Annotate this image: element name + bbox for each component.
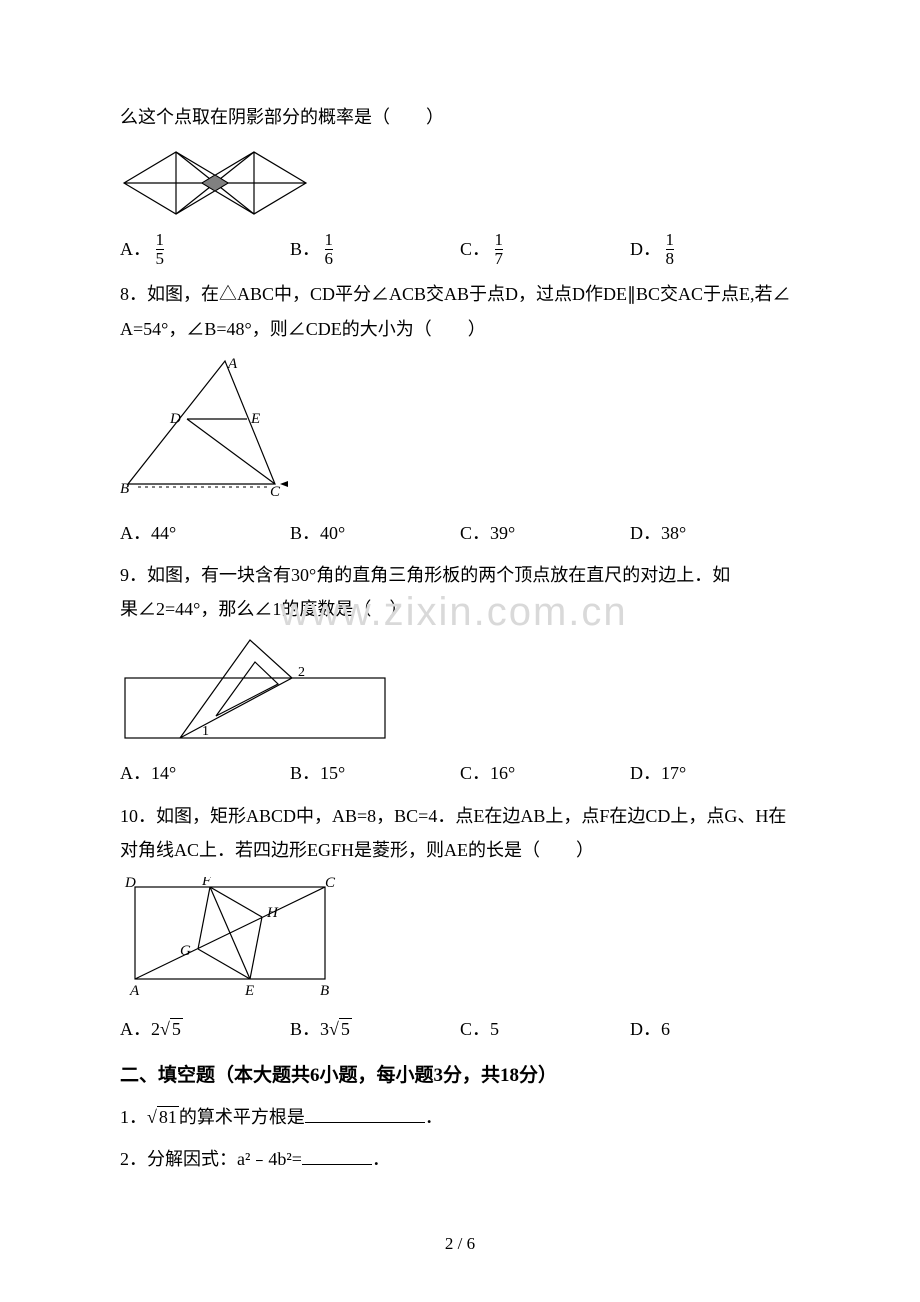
q10-choice-c: C．5 <box>460 1012 630 1046</box>
q10-line2: 对角线AC上．若四边形EGFH是菱形，则AE的长是（ ） <box>120 833 800 867</box>
q10-choices: A．2√5 B．3√5 C．5 D．6 <box>120 1012 800 1046</box>
q8-choice-d: D．38° <box>630 516 800 550</box>
q7-choice-c: C． 17 <box>460 232 630 269</box>
choice-letter: D． <box>630 1019 661 1039</box>
choice-letter: A． <box>120 239 151 259</box>
choice-letter: B． <box>290 239 320 259</box>
fill-q2-text: 2．分解因式：a²﹣4b²= <box>120 1149 302 1169</box>
choice-letter: A． <box>120 523 151 543</box>
choice-value: 17° <box>661 763 686 783</box>
choice-value: 44° <box>151 523 176 543</box>
choice-value: 40° <box>320 523 345 543</box>
section2-heading: 二、填空题（本大题共6小题，每小题3分，共18分） <box>120 1058 800 1094</box>
q8-choice-a: A．44° <box>120 516 290 550</box>
label-e: E <box>250 411 260 427</box>
q9-choice-b: B．15° <box>290 756 460 790</box>
q8-choices: A．44° B．40° C．39° D．38° <box>120 516 800 550</box>
choice-letter: C． <box>460 763 490 783</box>
choice-letter: C． <box>460 1019 490 1039</box>
fraction-icon: 16 <box>325 231 334 268</box>
q7-choice-a: A． 15 <box>120 232 290 269</box>
label-b: B <box>120 481 129 497</box>
q9-figure: 1 2 <box>120 636 800 746</box>
choice-letter: A． <box>120 763 151 783</box>
q9-line1: 9．如图，有一块含有30°角的直角三角形板的两个顶点放在直尺的对边上．如 <box>120 558 800 592</box>
q8-choice-c: C．39° <box>460 516 630 550</box>
q10-choice-a: A．2√5 <box>120 1012 290 1046</box>
choice-value: 16° <box>490 763 515 783</box>
label-d: D <box>169 411 181 427</box>
choice-letter: B． <box>290 763 320 783</box>
answer-blank <box>305 1122 425 1123</box>
choice-letter: D． <box>630 239 661 259</box>
choice-coef: 3 <box>320 1019 329 1039</box>
q8-figure: A B C D E <box>120 356 800 506</box>
choice-letter: D． <box>630 523 661 543</box>
label-angle2: 2 <box>298 665 305 680</box>
q9-choice-a: A．14° <box>120 756 290 790</box>
label-e: E <box>244 983 254 999</box>
q8-line1: 8．如图，在△ABC中，CD平分∠ACB交AB于点D，过点D作DE∥BC交AC于… <box>120 277 800 311</box>
label-f: F <box>201 877 212 889</box>
choice-value: 38° <box>661 523 686 543</box>
period: ． <box>425 1107 443 1127</box>
q10-line1: 10．如图，矩形ABCD中，AB=8，BC=4．点E在边AB上，点F在边CD上，… <box>120 799 800 833</box>
fraction-icon: 15 <box>156 231 165 268</box>
sqrt-icon: √81 <box>147 1100 179 1134</box>
sqrt-icon: √5 <box>160 1012 183 1046</box>
period: ． <box>372 1149 390 1169</box>
label-g: G <box>180 943 191 959</box>
choice-letter: B． <box>290 523 320 543</box>
label-c: C <box>270 484 281 500</box>
choice-letter: A． <box>120 1019 151 1039</box>
q9-choices: A．14° B．15° C．16° D．17° <box>120 756 800 790</box>
q9-line2: 果∠2=44°，那么∠1的度数是（ ） <box>120 592 800 626</box>
q10-choice-b: B．3√5 <box>290 1012 460 1046</box>
q7-choice-d: D． 18 <box>630 232 800 269</box>
q7-figure <box>120 144 800 222</box>
choice-coef: 2 <box>151 1019 160 1039</box>
label-c: C <box>325 877 336 891</box>
label-d: D <box>124 877 136 891</box>
choice-letter: C． <box>460 239 490 259</box>
fill-q1-post: 的算术平方根是 <box>179 1107 305 1127</box>
label-h: H <box>266 905 279 921</box>
q7-text: 么这个点取在阴影部分的概率是（ ） <box>120 100 800 134</box>
label-angle1: 1 <box>202 724 209 739</box>
q8-line2: A=54°，∠B=48°，则∠CDE的大小为（ ） <box>120 312 800 346</box>
choice-letter: B． <box>290 1019 320 1039</box>
choice-value: 14° <box>151 763 176 783</box>
q7-choices: A． 15 B． 16 C． 17 D． 18 <box>120 232 800 269</box>
choice-value: 39° <box>490 523 515 543</box>
fraction-icon: 17 <box>495 231 504 268</box>
q8-choice-b: B．40° <box>290 516 460 550</box>
sqrt-icon: √5 <box>329 1012 352 1046</box>
q9-choice-d: D．17° <box>630 756 800 790</box>
choice-value: 15° <box>320 763 345 783</box>
q9-choice-c: C．16° <box>460 756 630 790</box>
label-a: A <box>227 356 238 372</box>
page-content: 么这个点取在阴影部分的概率是（ ） A． 15 B． 16 C． 17 D． <box>120 100 800 1177</box>
answer-blank <box>302 1164 372 1165</box>
q10-choice-d: D．6 <box>630 1012 800 1046</box>
fill-q1: 1．√81的算术平方根是 ． <box>120 1100 800 1134</box>
q10-figure: A B C D E F G H <box>120 877 800 1002</box>
fill-q2: 2．分解因式：a²﹣4b²= ． <box>120 1142 800 1176</box>
choice-letter: C． <box>460 523 490 543</box>
choice-value: 5 <box>490 1019 499 1039</box>
fraction-icon: 18 <box>666 231 675 268</box>
label-a: A <box>129 983 140 999</box>
choice-letter: D． <box>630 763 661 783</box>
page-footer: 2 / 6 <box>0 1234 920 1254</box>
choice-value: 6 <box>661 1019 670 1039</box>
fill-q1-pre: 1． <box>120 1107 147 1127</box>
q7-choice-b: B． 16 <box>290 232 460 269</box>
label-b: B <box>320 983 329 999</box>
